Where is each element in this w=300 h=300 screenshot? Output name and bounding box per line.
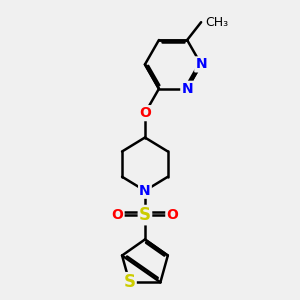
Text: CH₃: CH₃ bbox=[206, 16, 229, 29]
Text: O: O bbox=[139, 106, 151, 120]
Text: O: O bbox=[167, 208, 178, 222]
Text: O: O bbox=[112, 208, 124, 222]
Text: N: N bbox=[195, 57, 207, 71]
Text: N: N bbox=[139, 184, 151, 198]
Text: S: S bbox=[139, 206, 151, 224]
Text: N: N bbox=[181, 82, 193, 96]
Text: S: S bbox=[124, 273, 136, 291]
